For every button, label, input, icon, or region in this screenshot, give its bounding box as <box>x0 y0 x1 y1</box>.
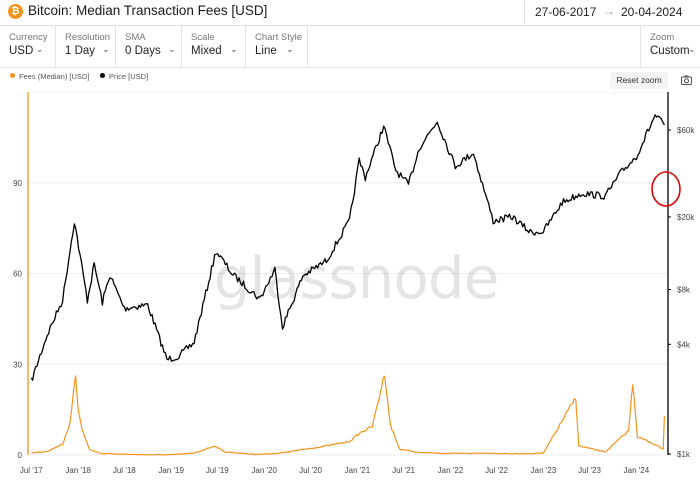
left-tick-label: 60 <box>13 270 22 279</box>
x-tick-label: Jul '20 <box>299 466 322 475</box>
x-tick-label: Jan '24 <box>624 466 650 475</box>
legend-price[interactable]: Price [USD] <box>100 72 148 81</box>
reset-zoom-button[interactable]: Reset zoom <box>610 72 668 89</box>
x-tick-label: Jan '21 <box>345 466 371 475</box>
x-tick-label: Jan '20 <box>251 466 277 475</box>
chevron-down-icon: ⌄ <box>102 44 110 54</box>
chart-style-value: Line <box>255 45 277 57</box>
bitcoin-icon: ₿ <box>8 4 23 19</box>
x-tick-label: Jul '23 <box>578 466 601 475</box>
right-tick-label: $60k <box>677 126 695 135</box>
resolution-label: Resolution <box>65 32 110 43</box>
x-tick-label: Jul '19 <box>206 466 229 475</box>
x-tick-label: Jan '23 <box>531 466 557 475</box>
left-tick-label: 0 <box>18 451 23 460</box>
zoom-select[interactable]: Zoom Custom ⌄ <box>640 26 700 68</box>
chevron-down-icon: ⌄ <box>168 44 176 54</box>
highlight-circle <box>651 171 681 207</box>
zoom-value: Custom <box>650 45 690 57</box>
end-date[interactable]: 20-04-2024 <box>621 5 683 19</box>
legend-fees-label: Fees (Median) [USD] <box>19 72 90 81</box>
chart-style-label: Chart Style <box>255 32 302 43</box>
price-series-line <box>30 114 665 381</box>
zoom-label: Zoom <box>650 32 675 43</box>
page-title: Bitcoin: Median Transaction Fees [USD] <box>28 3 268 18</box>
fees-price-chart[interactable]: glassnode 0 30 60 90 $1k $4k $8k $20k $60k Jul … <box>0 92 700 484</box>
right-tick-label: $8k <box>677 285 691 294</box>
right-tick-label: $1k <box>677 450 691 459</box>
x-tick-label: Jul '21 <box>392 466 415 475</box>
currency-select[interactable]: Currency USD ⌄ <box>0 26 56 68</box>
currency-value: USD <box>9 45 34 57</box>
x-tick-label: Jul '22 <box>485 466 508 475</box>
resolution-select[interactable]: Resolution 1 Day ⌄ <box>56 26 116 68</box>
x-tick-label: Jan '19 <box>158 466 184 475</box>
currency-label: Currency <box>9 32 48 43</box>
watermark: glassnode <box>214 244 499 312</box>
scale-select[interactable]: Scale Mixed ⌄ <box>182 26 246 68</box>
sma-select[interactable]: SMA 0 Days ⌄ <box>116 26 182 68</box>
x-tick-label: Jul '17 <box>20 466 43 475</box>
fees-series-line <box>31 375 665 456</box>
chevron-down-icon: ⌄ <box>286 44 294 54</box>
start-date[interactable]: 27-06-2017 <box>535 5 597 19</box>
legend-fees[interactable]: Fees (Median) [USD] <box>10 72 89 81</box>
sma-label: SMA <box>125 32 146 43</box>
x-axis-labels: Jul '17 Jan '18 Jul '18 Jan '19 Jul '19 Jan '… <box>20 466 650 475</box>
x-tick-label: Jan '18 <box>65 466 91 475</box>
chevron-down-icon: ⌄ <box>230 44 238 54</box>
right-tick-label: $20k <box>677 213 695 222</box>
legend-price-label: Price [USD] <box>109 72 149 81</box>
scale-label: Scale <box>191 32 215 43</box>
price-dot-icon <box>100 73 105 78</box>
right-axis-labels: $1k $4k $8k $20k $60k <box>668 126 695 459</box>
arrow-right-icon: → <box>603 4 615 18</box>
scale-value: Mixed <box>191 45 222 57</box>
date-range-picker[interactable]: 27-06-2017 → 20-04-2024 <box>524 0 700 24</box>
chevron-down-icon: ⌄ <box>688 44 696 54</box>
x-tick-label: Jan '22 <box>438 466 464 475</box>
camera-icon[interactable] <box>681 75 692 85</box>
left-axis-labels: 0 30 60 90 <box>13 179 22 460</box>
chart-grid <box>28 92 668 456</box>
chart-style-select[interactable]: Chart Style Line ⌄ <box>246 26 308 68</box>
left-tick-label: 90 <box>13 179 22 188</box>
chevron-down-icon: ⌄ <box>36 44 44 54</box>
sma-value: 0 Days <box>125 45 161 57</box>
resolution-value: 1 Day <box>65 45 96 57</box>
title-bar: ₿ Bitcoin: Median Transaction Fees [USD]… <box>0 0 700 26</box>
chart-controls: Currency USD ⌄ Resolution 1 Day ⌄ SMA 0 … <box>0 26 700 68</box>
fees-dot-icon <box>10 73 15 78</box>
x-tick-label: Jul '18 <box>113 466 136 475</box>
right-tick-label: $4k <box>677 340 691 349</box>
left-tick-label: 30 <box>13 360 22 369</box>
